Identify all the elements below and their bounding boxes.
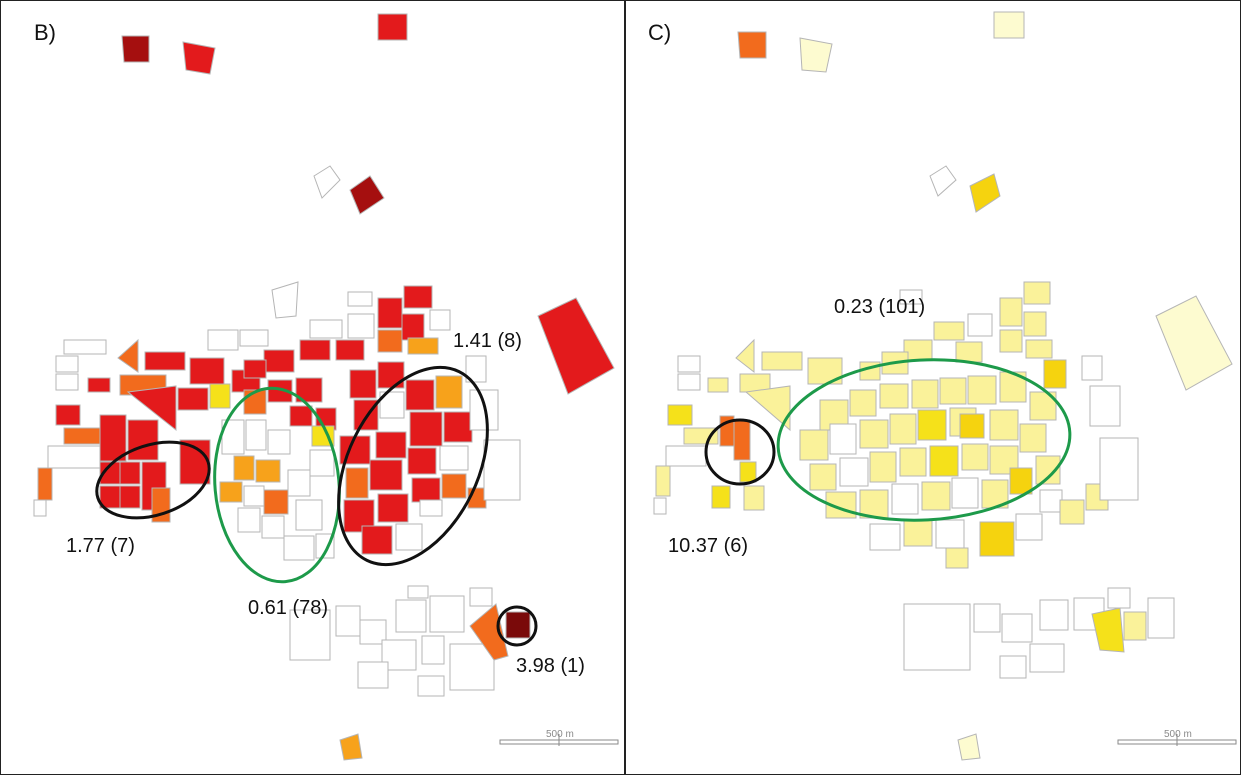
parcel xyxy=(1091,607,1125,653)
cluster-ellipse-center-c xyxy=(776,358,1072,522)
annotation-southeast-cluster: 3.98 (1) xyxy=(516,655,585,677)
panel-divider xyxy=(624,0,626,775)
annotation-center-cluster-c: 0.23 (101) xyxy=(834,296,925,318)
parcel xyxy=(505,611,531,639)
parcel xyxy=(339,733,363,761)
annotation-west-cluster: 1.77 (7) xyxy=(66,535,135,557)
parcel xyxy=(182,41,216,75)
south-district xyxy=(289,585,495,697)
parcel xyxy=(737,31,767,59)
west-district-c xyxy=(653,338,843,515)
parcel xyxy=(349,175,385,215)
cluster-circle-southeast xyxy=(496,605,538,647)
parcel xyxy=(313,165,341,199)
parcel xyxy=(929,165,957,197)
panel-c-letter: C) xyxy=(648,20,671,45)
scale-bar-b: 500 m xyxy=(499,729,619,746)
parcel xyxy=(969,173,1001,213)
scale-label-b: 500 m xyxy=(546,729,574,740)
city-core-c xyxy=(799,281,1139,569)
parcel xyxy=(799,37,833,73)
cluster-ellipse-west-c xyxy=(704,418,776,486)
scale-bar-c: 500 m xyxy=(1117,729,1237,746)
parcel xyxy=(377,13,408,41)
parcel xyxy=(1155,295,1233,391)
parcel xyxy=(537,297,615,395)
central-core xyxy=(219,377,337,561)
west-district xyxy=(33,338,261,523)
parcel xyxy=(121,35,150,63)
parcel xyxy=(957,733,981,761)
south-district-c xyxy=(903,587,1175,679)
cluster-ellipse-center xyxy=(213,386,341,584)
parcel xyxy=(1123,611,1147,641)
north-central-district xyxy=(207,281,451,379)
panel-b-letter: B) xyxy=(34,20,56,45)
cluster-ellipse-east xyxy=(337,365,489,567)
annotation-west-cluster-c: 10.37 (6) xyxy=(668,535,748,557)
scale-label-c: 500 m xyxy=(1164,729,1192,740)
panel-b-map: 500 m B) 1.41 (8) 1.77 (7) 0.61 (78) 3.9… xyxy=(33,13,619,761)
cluster-ellipse-west xyxy=(95,440,211,520)
annotation-center-cluster: 0.61 (78) xyxy=(248,597,328,619)
annotation-east-cluster: 1.41 (8) xyxy=(453,330,522,352)
east-district xyxy=(339,355,521,555)
parcel xyxy=(993,11,1025,39)
panel-c-map: 500 m C) 0.23 (101) 10.37 (6) xyxy=(648,11,1237,761)
